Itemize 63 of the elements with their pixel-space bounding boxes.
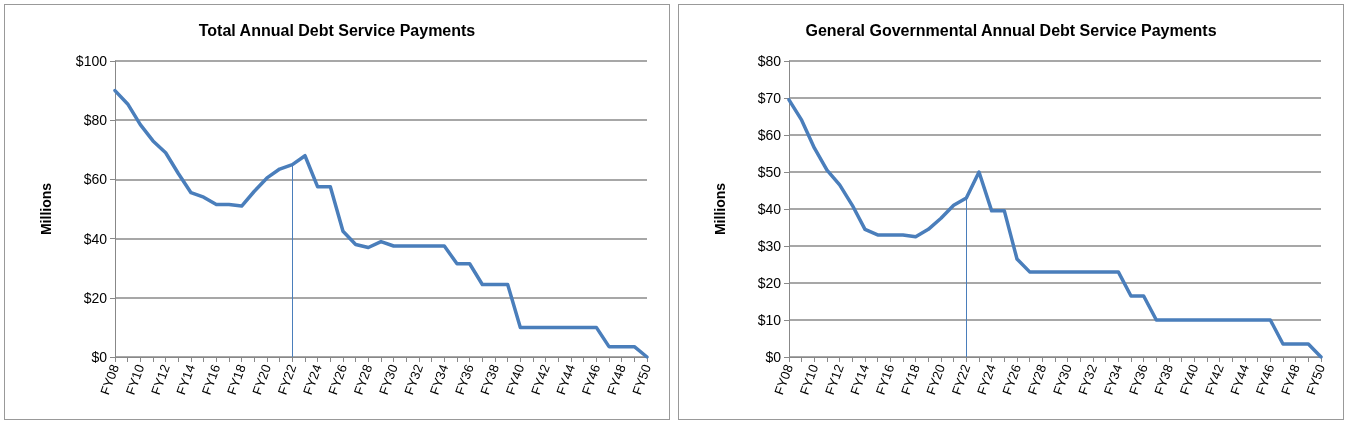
y-tick-label: $80 xyxy=(757,53,782,69)
x-tick-label: FY10 xyxy=(796,362,822,397)
y-tick-label: $30 xyxy=(757,238,782,254)
y-tick-label: $100 xyxy=(75,53,108,69)
y-tick-label: $50 xyxy=(757,164,782,180)
x-tick-label: FY24 xyxy=(299,362,325,397)
x-tick-label: FY30 xyxy=(375,362,401,397)
x-tick-label: FY48 xyxy=(603,362,629,397)
x-tick-label: FY32 xyxy=(401,362,427,397)
y-tick-label: $80 xyxy=(83,112,108,129)
y-tick-label: $10 xyxy=(757,312,782,328)
x-tick-label: FY34 xyxy=(426,362,452,397)
x-tick-label: FY50 xyxy=(629,362,655,397)
x-tick-label: FY46 xyxy=(1252,362,1278,397)
x-tick-label: FY14 xyxy=(173,362,199,397)
x-tick-label: FY36 xyxy=(451,362,477,397)
x-tick-label: FY30 xyxy=(1049,362,1075,397)
y-tick-label: $40 xyxy=(83,230,108,247)
x-tick-label: FY44 xyxy=(553,362,579,397)
x-tick-label: FY40 xyxy=(502,362,528,397)
y-tick-label: $0 xyxy=(91,349,108,365)
x-tick-label: FY36 xyxy=(1125,362,1151,397)
x-tick-label: FY38 xyxy=(1151,362,1177,397)
x-tick-label: FY22 xyxy=(274,362,300,397)
chart-title: Total Annual Debt Service Payments xyxy=(198,21,476,39)
x-tick-label: FY42 xyxy=(527,362,553,397)
x-tick-label: FY44 xyxy=(1227,362,1253,397)
x-tick-label: FY18 xyxy=(223,362,249,397)
x-tick-label: FY46 xyxy=(578,362,604,397)
x-tick-label: FY08 xyxy=(97,362,123,397)
x-tick-label: FY32 xyxy=(1075,362,1101,397)
y-tick-label: $0 xyxy=(765,349,782,365)
x-tick-label: FY18 xyxy=(897,362,923,397)
x-tick-label: FY26 xyxy=(999,362,1025,397)
y-axis-title: Millions xyxy=(38,182,54,236)
x-tick-label: FY16 xyxy=(872,362,898,397)
x-tick-label: FY08 xyxy=(771,362,797,397)
y-tick-label: $60 xyxy=(83,171,108,188)
x-tick-label: FY34 xyxy=(1100,362,1126,397)
y-tick-label: $40 xyxy=(757,201,782,217)
x-tick-label: FY10 xyxy=(122,362,148,397)
x-tick-label: FY22 xyxy=(948,362,974,397)
y-axis-title: Millions xyxy=(712,182,728,236)
x-tick-label: FY38 xyxy=(477,362,503,397)
chart-title: General Governmental Annual Debt Service Payments xyxy=(805,21,1217,39)
x-tick-label: FY42 xyxy=(1201,362,1227,397)
x-tick-label: FY12 xyxy=(821,362,847,397)
x-tick-label: FY28 xyxy=(1024,362,1050,397)
x-tick-label: FY28 xyxy=(350,362,376,397)
y-tick-label: $60 xyxy=(757,127,782,143)
x-tick-label: FY40 xyxy=(1176,362,1202,397)
x-tick-label: FY48 xyxy=(1277,362,1303,397)
x-tick-label: FY26 xyxy=(325,362,351,397)
x-tick-label: FY16 xyxy=(198,362,224,397)
x-tick-label: FY50 xyxy=(1303,362,1329,397)
x-tick-label: FY24 xyxy=(973,362,999,397)
x-tick-label: FY12 xyxy=(147,362,173,397)
y-tick-label: $20 xyxy=(757,275,782,291)
y-tick-label: $20 xyxy=(83,289,108,306)
x-tick-label: FY20 xyxy=(923,362,949,397)
x-tick-label: FY14 xyxy=(847,362,873,397)
y-tick-label: $70 xyxy=(757,90,782,106)
x-tick-label: FY20 xyxy=(249,362,275,397)
